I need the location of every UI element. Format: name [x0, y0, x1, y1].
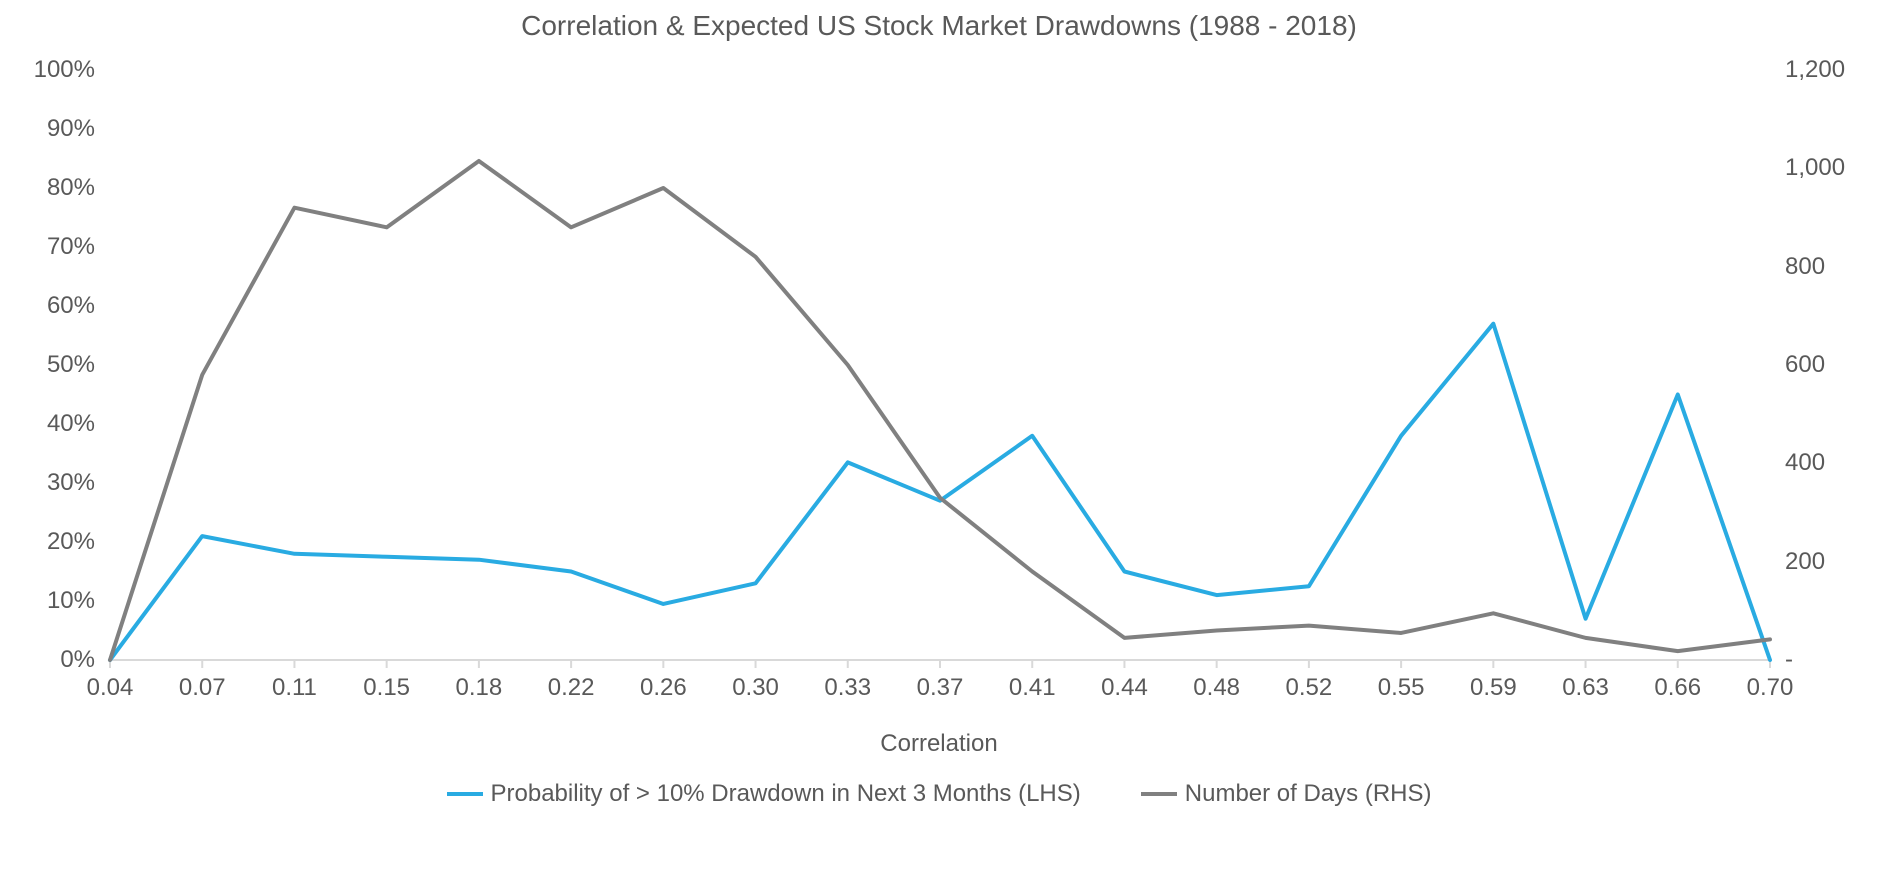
x-tick-label: 0.66	[1648, 674, 1708, 702]
y-left-tick-label: 50%	[47, 351, 95, 379]
x-axis-label: Correlation	[0, 730, 1878, 758]
x-tick-label: 0.33	[818, 674, 878, 702]
legend-item: Probability of > 10% Drawdown in Next 3 …	[447, 780, 1081, 808]
x-tick-label: 0.48	[1187, 674, 1247, 702]
y-left-tick-label: 40%	[47, 410, 95, 438]
legend-swatch	[1141, 792, 1177, 796]
y-left-tick-label: 60%	[47, 292, 95, 320]
legend-swatch	[447, 792, 483, 796]
x-tick-label: 0.59	[1463, 674, 1523, 702]
y-right-tick-label: 1,000	[1785, 154, 1845, 182]
x-tick-label: 0.37	[910, 674, 970, 702]
y-right-tick-label: -	[1785, 646, 1793, 674]
chart-legend: Probability of > 10% Drawdown in Next 3 …	[0, 780, 1878, 808]
x-tick-label: 0.11	[264, 674, 324, 702]
x-tick-label: 0.04	[80, 674, 140, 702]
legend-label: Probability of > 10% Drawdown in Next 3 …	[491, 780, 1081, 808]
x-tick-label: 0.63	[1556, 674, 1616, 702]
legend-label: Number of Days (RHS)	[1185, 780, 1432, 808]
y-left-tick-label: 70%	[47, 233, 95, 261]
x-tick-label: 0.55	[1371, 674, 1431, 702]
y-right-tick-label: 1,200	[1785, 56, 1845, 84]
series-line	[110, 324, 1770, 660]
x-tick-label: 0.70	[1740, 674, 1800, 702]
y-left-tick-label: 20%	[47, 528, 95, 556]
x-tick-label: 0.22	[541, 674, 601, 702]
x-tick-label: 0.44	[1094, 674, 1154, 702]
y-right-tick-label: 200	[1785, 548, 1825, 576]
y-left-tick-label: 0%	[60, 646, 95, 674]
x-tick-label: 0.52	[1279, 674, 1339, 702]
y-right-tick-label: 400	[1785, 449, 1825, 477]
legend-item: Number of Days (RHS)	[1141, 780, 1432, 808]
y-left-tick-label: 100%	[34, 56, 95, 84]
x-tick-label: 0.26	[633, 674, 693, 702]
y-left-tick-label: 30%	[47, 469, 95, 497]
x-tick-label: 0.18	[449, 674, 509, 702]
y-left-tick-label: 80%	[47, 174, 95, 202]
y-left-tick-label: 10%	[47, 587, 95, 615]
x-tick-label: 0.41	[1002, 674, 1062, 702]
y-left-tick-label: 90%	[47, 115, 95, 143]
x-tick-label: 0.15	[357, 674, 417, 702]
x-tick-label: 0.07	[172, 674, 232, 702]
line-chart: Correlation & Expected US Stock Market D…	[0, 0, 1878, 886]
y-right-tick-label: 600	[1785, 351, 1825, 379]
x-tick-label: 0.30	[726, 674, 786, 702]
y-right-tick-label: 800	[1785, 253, 1825, 281]
